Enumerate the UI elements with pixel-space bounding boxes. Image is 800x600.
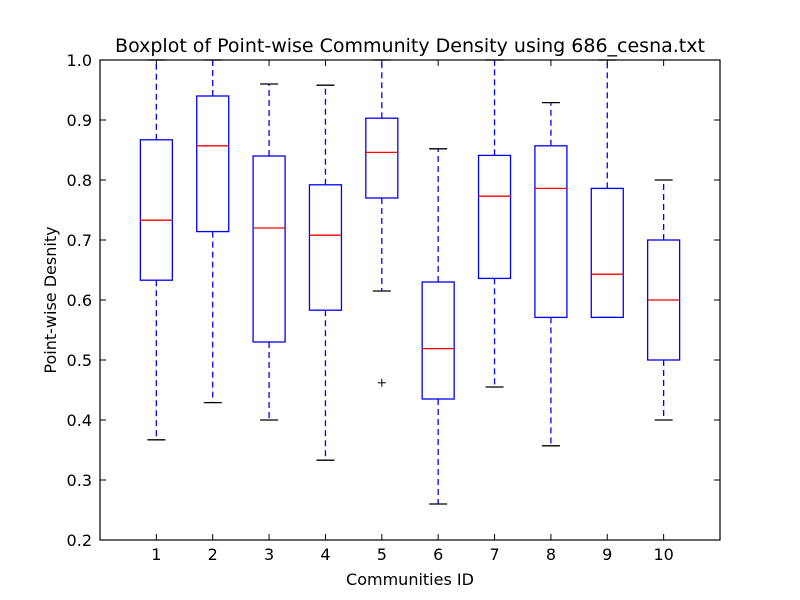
x-tick-label: 1 [151,545,161,564]
box-iqr [196,95,230,233]
y-tick-label: 0.8 [67,171,92,190]
y-tick-label: 0.9 [67,111,92,130]
x-tick-label: 7 [489,545,499,564]
box-iqr [421,281,455,400]
x-tick-label: 4 [320,545,330,564]
y-tick-label: 0.2 [67,531,92,550]
y-axis-label: Point-wise Desnity [41,226,60,373]
y-tick-label: 0.7 [67,231,92,250]
y-tick-label: 0.5 [67,351,92,370]
x-tick-label: 2 [208,545,218,564]
box-iqr [365,117,399,199]
plot-frame [99,59,721,541]
y-tick-label: 0.3 [67,471,92,490]
y-tick-label: 0.6 [67,291,92,310]
chart-title: Boxplot of Point-wise Community Density … [115,35,705,57]
box-iqr [477,154,512,280]
box-iqr [534,145,568,319]
x-tick-label: 10 [653,545,673,564]
x-tick-label: 9 [602,545,612,564]
box-iqr [139,139,174,281]
x-tick-label: 3 [264,545,274,564]
x-axis-label: Communities ID [346,570,474,589]
x-tick-label: 6 [433,545,443,564]
x-tick-label: 8 [546,545,556,564]
x-tick-label: 5 [377,545,387,564]
y-tick-label: 1.0 [67,51,92,70]
y-tick-label: 0.4 [67,411,92,430]
box-iqr [590,187,624,319]
plot-area: 0.2 0.3 0.4 0.5 0.6 0.7 0.8 0.9 1.0 1 2 3 4 5 6 7 8 9 10 [67,51,721,564]
box-iqr [308,184,343,311]
box-iqr [252,155,286,343]
